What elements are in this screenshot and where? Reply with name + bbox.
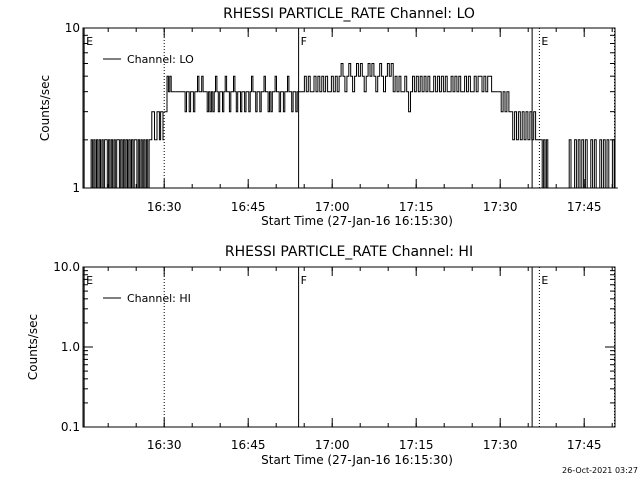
event-marker-label: E <box>86 274 93 287</box>
chart-panel-1: RHESSI PARTICLE_RATE Channel: LO Counts/s… <box>38 6 618 228</box>
timestamp: 26-Oct-2021 03:27 <box>562 466 638 475</box>
chart-title: RHESSI PARTICLE_RATE Channel: HI <box>225 244 473 260</box>
plot-frame <box>82 27 616 189</box>
x-tick-label: 17:30 <box>483 200 518 214</box>
event-marker-label: E <box>86 35 93 48</box>
y-tick-label: 1.0 <box>61 340 80 354</box>
x-axis-label: Start Time (27-Jan-16 16:15:30) <box>261 214 453 228</box>
series-line <box>175 75 299 113</box>
x-tick-label: 17:15 <box>399 200 434 214</box>
series-line <box>89 111 156 189</box>
x-tick-label: 17:45 <box>567 200 602 214</box>
x-axis-label: Start Time (27-Jan-16 16:15:30) <box>261 453 453 467</box>
event-marker-label: E <box>541 274 548 287</box>
x-tick-label: 16:30 <box>147 200 182 214</box>
x-tick-label: 17:45 <box>567 438 602 452</box>
x-tick-label: 17:30 <box>483 438 518 452</box>
x-tick-label: 17:00 <box>315 200 350 214</box>
x-tick-label: 16:30 <box>147 438 182 452</box>
legend-label: Channel: LO <box>127 53 194 66</box>
event-marker-label: E <box>541 35 548 48</box>
y-tick-label: 10 <box>65 21 80 35</box>
x-tick-label: 16:45 <box>231 200 266 214</box>
series-line <box>567 139 618 189</box>
chart-panel-2: RHESSI PARTICLE_RATE Channel: HI Counts/s… <box>26 244 616 467</box>
x-tick-label: 17:00 <box>315 438 350 452</box>
chart-title: RHESSI PARTICLE_RATE Channel: LO <box>223 6 475 22</box>
plot-frame <box>82 266 616 428</box>
series-line <box>298 63 498 113</box>
y-axis-label: Counts/sec <box>38 75 52 141</box>
y-tick-label: 0.1 <box>61 420 80 434</box>
x-tick-label: 16:45 <box>231 438 266 452</box>
event-marker-label: F <box>301 35 307 48</box>
y-tick-label: 10.0 <box>53 260 80 274</box>
event-marker-label: F <box>301 274 307 287</box>
x-tick-label: 17:15 <box>399 438 434 452</box>
series-line <box>497 91 540 141</box>
y-axis-label: Counts/sec <box>26 314 40 380</box>
legend-label: Channel: HI <box>127 292 191 305</box>
series-line <box>155 111 165 141</box>
y-tick-label: 1 <box>72 181 80 195</box>
series-line <box>539 139 551 189</box>
series-line <box>164 75 176 113</box>
